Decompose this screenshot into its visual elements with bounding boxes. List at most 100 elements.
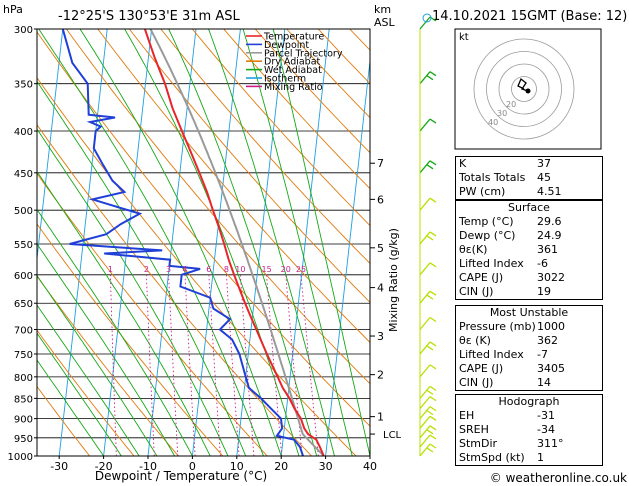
index-row: StmDir 311° [456,437,602,451]
wet-adiabat-line [124,29,300,456]
lcl-label: LCL [383,430,402,441]
hodograph-kt-label: kt [459,32,469,43]
dewpoint-line [61,29,304,456]
temperature-tick-label: -20 [95,460,113,473]
mixing-ratio-line [145,274,155,456]
wind-barb-icon [419,425,437,439]
index-label: Lifted Index [459,348,524,361]
temperature-tick-label: 10 [230,460,244,473]
index-row: Lifted Index -6 [456,257,602,271]
index-label: SREH [459,423,489,436]
wet-adiabat-line [168,29,318,456]
hodograph-table-panel: Hodograph EH -31 SREH -34 StmDir 311° StmSpd (… [455,394,603,466]
mixing-ratio-label: 3 [166,265,171,274]
wind-barb-icon [419,406,437,420]
dry-adiabat-line [37,76,357,456]
wet-adiabat-line [37,332,122,456]
wind-barb-icon [419,231,437,245]
km-tick-label: 3 [377,330,384,343]
dry-adiabat-line [254,29,370,154]
hodograph-storm-marker [525,88,531,94]
pressure-tick-label: 300 [14,25,33,36]
legend-label: Dewpoint [264,40,309,51]
mixing-ratio-line [239,274,255,456]
index-row: θε (K) 362 [456,334,602,348]
wind-barb-icon [419,71,437,85]
indices-panel: K 37 Totals Totals 45 PW (cm) 4.51 [455,156,603,200]
dry-adiabat-line [37,31,370,427]
wind-barb-icon [419,290,437,304]
index-row: θε(K) 361 [456,243,602,257]
dry-adiabat-line [37,385,90,456]
wet-adiabat-line [208,29,335,456]
index-value: 1 [537,451,544,464]
index-label: CIN (J) [459,285,494,298]
mixing-ratio-label: 15 [261,265,271,274]
index-label: EH [459,409,475,422]
mixing-ratio-label: 1 [108,265,113,274]
index-value: 3022 [537,271,565,284]
indices-top: K 37 Totals Totals 45 PW (cm) 4.51 [456,157,602,199]
index-label: Temp (°C) [459,215,514,228]
dry-adiabat-line [128,29,370,304]
pressure-tick-label: 750 [14,350,33,361]
legend-label: Mixing Ratio [264,82,323,93]
plot-frame [36,28,371,457]
dry-adiabat-line [97,29,370,344]
pressure-tick-label: 450 [14,169,33,180]
mixing-ratio-line [285,274,303,456]
index-label: Dewp (°C) [459,229,516,242]
location-label: -12°25'S 130°53'E 31m ASL [58,9,240,24]
wet-adiabat-line [242,29,353,456]
wind-barb-icon [419,364,437,378]
index-value: 14 [537,376,551,389]
mixing-ratio-line [300,274,319,456]
legend-label: Parcel Trajectory [264,48,343,59]
dry-adiabat-line [37,275,179,456]
index-row: Lifted Index -7 [456,348,602,362]
index-value: 19 [537,285,551,298]
mixing-ratio-label: 8 [224,265,229,274]
index-value: -7 [537,348,548,361]
index-row: CAPE (J) 3022 [456,271,602,285]
surface-panel: Surface Temp (°C) 29.6 Dewp (°C) 24.9 θε(K) 3… [455,200,603,300]
index-row: SREH -34 [456,423,602,437]
km-tick-label: 4 [377,282,384,295]
wet-adiabat-line [37,170,211,456]
index-value: 4.51 [537,185,562,198]
index-label: Pressure (mb) [459,320,536,333]
hpa-label: hPa [3,3,23,16]
pressure-tick-label: 400 [14,127,33,138]
wet-adiabat-line [37,304,140,456]
index-label: CIN (J) [459,376,494,389]
wind-barb-icon [419,415,437,429]
pressure-tick-label: 1000 [8,452,33,463]
wet-adiabat-line [37,359,104,456]
temperature-tick-label: 30 [319,460,333,473]
mixing-ratio-label: 10 [235,265,245,274]
mixing-ratio-line [109,274,117,456]
skewt-plot-area [36,28,371,457]
isotherm-line [147,29,197,456]
pressure-tick-label: 700 [14,326,33,337]
mixing-ratio-axis-label: Mixing Ratio (g/kg) [387,228,400,332]
mixing-ratio-line [184,274,196,456]
wet-adiabat-line [37,128,229,456]
km-tick-label: 7 [377,157,384,170]
hodograph-trace [517,77,529,92]
temperature-tick-label: -10 [139,460,157,473]
dry-adiabat-line [37,172,268,456]
wind-barb-icon [419,396,437,410]
km-tick-label: 5 [377,242,384,255]
pressure-tick-label: 850 [14,394,33,405]
temperature-line [143,29,325,456]
index-value: 24.9 [537,229,562,242]
index-row: CIN (J) 14 [456,376,602,390]
wind-barb-icon [419,443,437,457]
index-value: 362 [537,334,558,347]
most-unstable-panel: Most Unstable Pressure (mb) 1000 θε (K) 362… [455,305,603,391]
temperature-tick-label: -30 [50,460,68,473]
